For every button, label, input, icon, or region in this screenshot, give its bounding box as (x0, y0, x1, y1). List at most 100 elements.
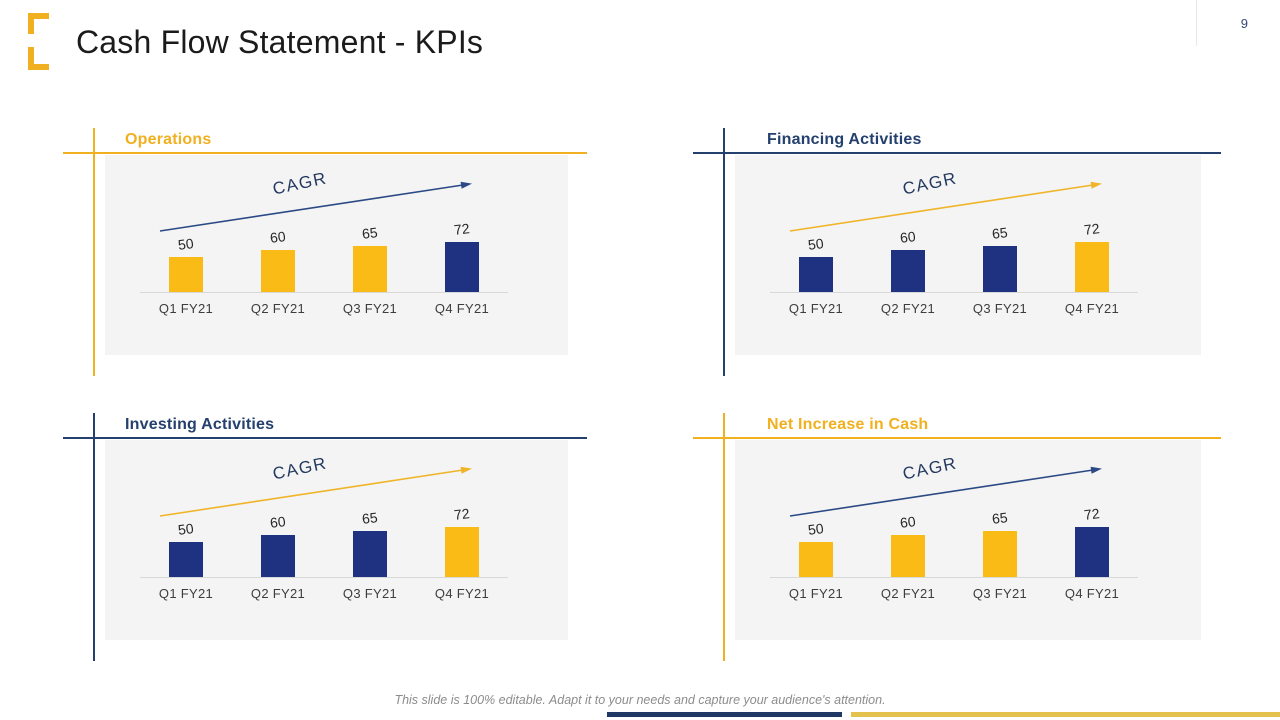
category-label: Q3 FY21 (972, 301, 1028, 316)
category-label: Q3 FY21 (342, 301, 398, 316)
x-axis-baseline (770, 577, 1138, 578)
bar-value-label: 65 (991, 224, 1009, 242)
category-label: Q4 FY21 (434, 586, 490, 601)
category-label: Q4 FY21 (1064, 301, 1120, 316)
category-label: Q2 FY21 (880, 301, 936, 316)
bar-column: 50 (770, 155, 862, 292)
bar (799, 542, 833, 577)
bar (1075, 242, 1109, 292)
bottom-accent-bar-gold (851, 712, 1280, 717)
bar-column: 50 (140, 155, 232, 292)
chart-net-increase-in-cash: Net Increase in Cash CAGR 50 60 65 72 Q1 FY… (693, 410, 1221, 668)
bar-value-label: 60 (899, 513, 917, 531)
bar-column: 65 (324, 155, 416, 292)
bar-value-label: 65 (361, 224, 379, 242)
cagr-trend-arrow-icon (789, 181, 1102, 232)
chart-investing-activities: Investing Activities CAGR 50 60 65 72 Q1 FY… (63, 410, 587, 668)
cagr-trend-arrow-icon (789, 466, 1102, 517)
category-label: Q2 FY21 (880, 586, 936, 601)
bar-value-label: 65 (991, 509, 1009, 527)
bar (799, 257, 833, 292)
top-right-divider (1196, 0, 1197, 46)
chart-plot-area: CAGR 50 60 65 72 Q1 FY21 Q2 FY21 Q3 FY21 Q4 FY… (105, 440, 568, 640)
category-labels: Q1 FY21 Q2 FY21 Q3 FY21 Q4 FY21 (770, 301, 1138, 316)
bar-column: 60 (862, 155, 954, 292)
accent-vertical-line (93, 413, 95, 661)
page-number: 9 (1240, 16, 1248, 31)
cagr-trend-arrow-icon (159, 181, 472, 232)
bar-column: 72 (1046, 440, 1138, 577)
logo-bracket-bottom-icon (28, 47, 49, 70)
bar-column: 50 (140, 440, 232, 577)
bar-column: 60 (862, 440, 954, 577)
accent-horizontal-line (693, 437, 1221, 439)
category-label: Q1 FY21 (158, 301, 214, 316)
company-logo-icon (28, 13, 50, 71)
bar-value-label: 50 (177, 235, 195, 253)
category-label: Q1 FY21 (158, 586, 214, 601)
bar-group: 50 60 65 72 (770, 440, 1138, 577)
bar (445, 242, 479, 292)
category-label: Q1 FY21 (788, 301, 844, 316)
bar-column: 50 (770, 440, 862, 577)
x-axis-baseline (770, 292, 1138, 293)
chart-title: Investing Activities (125, 416, 275, 433)
accent-vertical-line (723, 128, 725, 376)
bar (169, 257, 203, 292)
bar-column: 65 (954, 155, 1046, 292)
category-label: Q3 FY21 (342, 586, 398, 601)
bar (353, 246, 387, 292)
category-label: Q1 FY21 (788, 586, 844, 601)
bar (261, 250, 295, 292)
bar (983, 531, 1017, 577)
chart-title: Net Increase in Cash (767, 416, 929, 433)
chart-operations: Operations CAGR 50 60 65 72 Q1 FY21 Q2 FY21 Q… (63, 125, 587, 383)
bar-value-label: 65 (361, 509, 379, 527)
bar-value-label: 60 (269, 513, 287, 531)
bar-group: 50 60 65 72 (140, 155, 508, 292)
category-label: Q2 FY21 (250, 301, 306, 316)
editable-note: This slide is 100% editable. Adapt it to… (394, 693, 886, 707)
x-axis-baseline (140, 292, 508, 293)
category-labels: Q1 FY21 Q2 FY21 Q3 FY21 Q4 FY21 (140, 301, 508, 316)
bar-value-label: 72 (453, 220, 471, 238)
logo-bracket-top-icon (28, 13, 49, 34)
bar (983, 246, 1017, 292)
bar (261, 535, 295, 577)
accent-vertical-line (93, 128, 95, 376)
bar-column: 65 (954, 440, 1046, 577)
accent-horizontal-line (63, 152, 587, 154)
bar-group: 50 60 65 72 (140, 440, 508, 577)
chart-financing-activities: Financing Activities CAGR 50 60 65 72 Q1 FY… (693, 125, 1221, 383)
category-label: Q4 FY21 (1064, 586, 1120, 601)
bar (169, 542, 203, 577)
bar-value-label: 60 (269, 228, 287, 246)
x-axis-baseline (140, 577, 508, 578)
chart-title: Operations (125, 131, 212, 148)
bar (891, 535, 925, 577)
bar-value-label: 72 (1083, 505, 1101, 523)
accent-vertical-line (723, 413, 725, 661)
bar-value-label: 60 (899, 228, 917, 246)
chart-plot-area: CAGR 50 60 65 72 Q1 FY21 Q2 FY21 Q3 FY21 Q4 FY… (735, 155, 1201, 355)
chart-title: Financing Activities (767, 131, 922, 148)
bar (1075, 527, 1109, 577)
category-label: Q3 FY21 (972, 586, 1028, 601)
bar-column: 65 (324, 440, 416, 577)
bar (891, 250, 925, 292)
category-label: Q4 FY21 (434, 301, 490, 316)
category-labels: Q1 FY21 Q2 FY21 Q3 FY21 Q4 FY21 (140, 586, 508, 601)
accent-horizontal-line (63, 437, 587, 439)
bar-value-label: 50 (177, 520, 195, 538)
bar-column: 72 (416, 440, 508, 577)
bar-group: 50 60 65 72 (770, 155, 1138, 292)
bottom-accent-bar-navy (607, 712, 842, 717)
bar-column: 72 (416, 155, 508, 292)
bar-column: 72 (1046, 155, 1138, 292)
bar-value-label: 50 (807, 520, 825, 538)
category-label: Q2 FY21 (250, 586, 306, 601)
page-title: Cash Flow Statement - KPIs (76, 24, 484, 60)
category-labels: Q1 FY21 Q2 FY21 Q3 FY21 Q4 FY21 (770, 586, 1138, 601)
cagr-trend-arrow-icon (159, 466, 472, 517)
